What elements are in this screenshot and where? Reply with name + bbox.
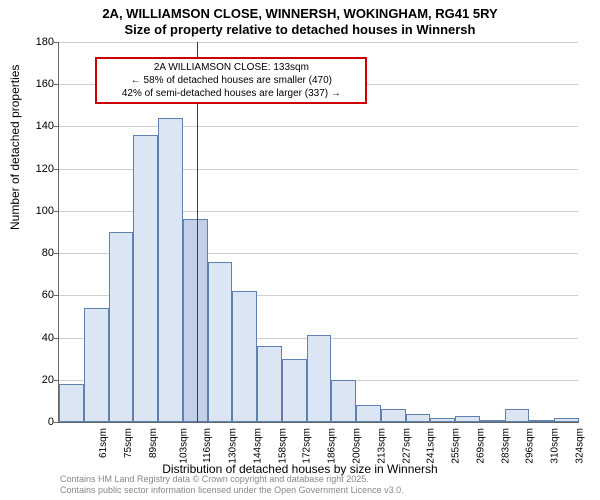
y-tick-label: 20 bbox=[42, 374, 54, 386]
histogram-bar bbox=[59, 384, 84, 422]
y-tick-label: 100 bbox=[36, 205, 54, 217]
plot-area: 2A WILLIAMSON CLOSE: 133sqm← 58% of deta… bbox=[58, 42, 579, 423]
x-tick-label: 89sqm bbox=[148, 428, 159, 458]
histogram-bar bbox=[406, 414, 431, 422]
x-tick-label: 255sqm bbox=[451, 428, 462, 464]
x-tick-label: 227sqm bbox=[401, 428, 412, 464]
attribution-line1: Contains HM Land Registry data © Crown c… bbox=[60, 474, 404, 485]
x-tick-label: 172sqm bbox=[302, 428, 313, 464]
annotation-line1: 2A WILLIAMSON CLOSE: 133sqm bbox=[101, 61, 361, 74]
histogram-bar bbox=[208, 262, 233, 422]
attribution-line2: Contains public sector information licen… bbox=[60, 485, 404, 496]
histogram-bar bbox=[455, 416, 480, 422]
histogram-bar bbox=[356, 405, 381, 422]
y-tick-label: 80 bbox=[42, 247, 54, 259]
x-tick-label: 130sqm bbox=[228, 428, 239, 464]
x-tick-label: 269sqm bbox=[475, 428, 486, 464]
histogram-bar bbox=[232, 291, 257, 422]
x-tick-label: 296sqm bbox=[525, 428, 536, 464]
x-tick-label: 324sqm bbox=[574, 428, 585, 464]
histogram-bar bbox=[307, 335, 332, 422]
x-tick-label: 75sqm bbox=[123, 428, 134, 458]
annotation-callout: 2A WILLIAMSON CLOSE: 133sqm← 58% of deta… bbox=[95, 57, 367, 104]
x-tick-label: 158sqm bbox=[277, 428, 288, 464]
histogram-bar bbox=[430, 418, 455, 422]
x-tick-label: 310sqm bbox=[550, 428, 561, 464]
histogram-bar bbox=[331, 380, 356, 422]
histogram-bar bbox=[84, 308, 109, 422]
y-tick-label: 120 bbox=[36, 163, 54, 175]
histogram-bar bbox=[282, 359, 307, 422]
histogram-bar bbox=[158, 118, 183, 422]
y-tick-label: 40 bbox=[42, 332, 54, 344]
annotation-line2: ← 58% of detached houses are smaller (47… bbox=[101, 74, 361, 87]
histogram-bar bbox=[183, 219, 208, 422]
chart-title-line2: Size of property relative to detached ho… bbox=[0, 22, 600, 37]
x-tick-label: 213sqm bbox=[376, 428, 387, 464]
histogram-bar bbox=[109, 232, 134, 422]
chart-title-line1: 2A, WILLIAMSON CLOSE, WINNERSH, WOKINGHA… bbox=[0, 6, 600, 21]
histogram-bar bbox=[381, 409, 406, 422]
x-tick-label: 283sqm bbox=[500, 428, 511, 464]
histogram-bar bbox=[529, 420, 554, 422]
annotation-line3: 42% of semi-detached houses are larger (… bbox=[101, 87, 361, 100]
y-tick-label: 180 bbox=[36, 36, 54, 48]
x-tick-label: 144sqm bbox=[253, 428, 264, 464]
histogram-bar bbox=[505, 409, 530, 422]
histogram-bar bbox=[554, 418, 579, 422]
histogram-chart: 2A, WILLIAMSON CLOSE, WINNERSH, WOKINGHA… bbox=[0, 0, 600, 500]
x-tick-label: 103sqm bbox=[178, 428, 189, 464]
x-tick-label: 186sqm bbox=[327, 428, 338, 464]
histogram-bar bbox=[480, 420, 505, 422]
histogram-bar bbox=[257, 346, 282, 422]
y-tick-label: 160 bbox=[36, 78, 54, 90]
x-tick-label: 241sqm bbox=[426, 428, 437, 464]
y-tick-label: 140 bbox=[36, 120, 54, 132]
x-tick-label: 116sqm bbox=[202, 428, 213, 463]
x-tick-label: 200sqm bbox=[352, 428, 363, 464]
y-axis-label: Number of detached properties bbox=[8, 65, 22, 230]
y-tick-label: 60 bbox=[42, 289, 54, 301]
x-tick-label: 61sqm bbox=[98, 428, 109, 458]
attribution-text: Contains HM Land Registry data © Crown c… bbox=[60, 474, 404, 496]
histogram-bar bbox=[133, 135, 158, 422]
